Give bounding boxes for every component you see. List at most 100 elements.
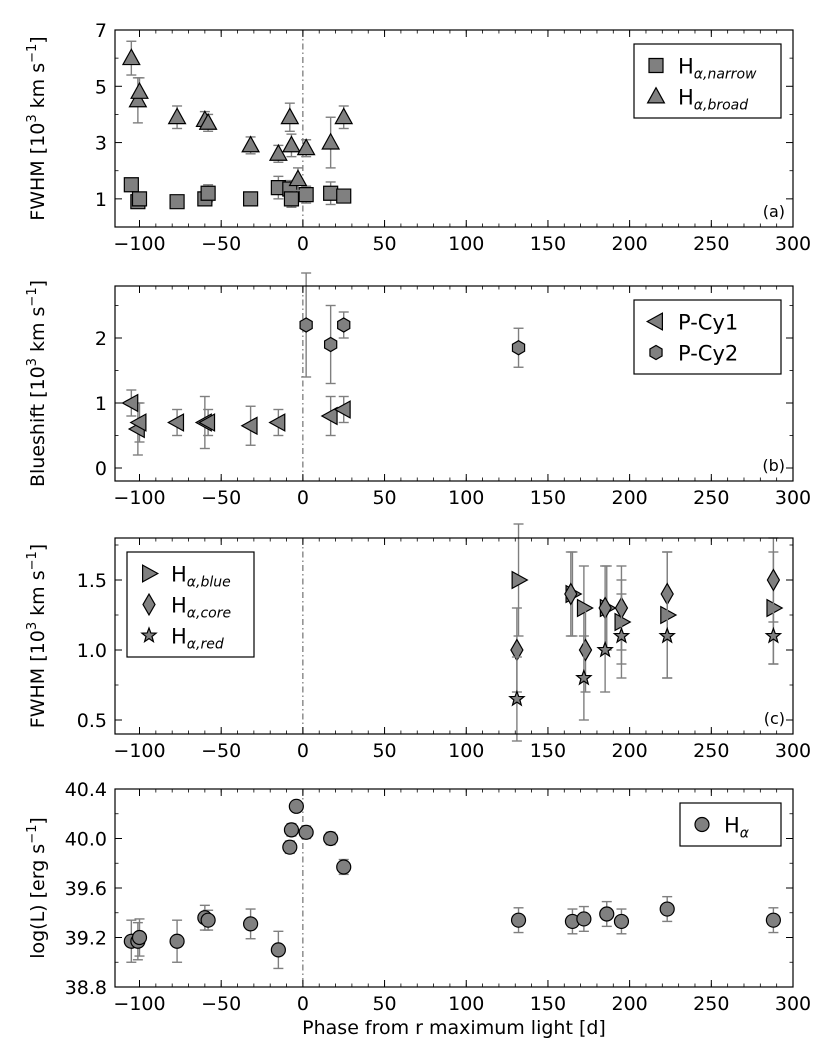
legend-label: P-Cy2 [678, 342, 738, 366]
x-tick-label: 50 [372, 233, 396, 255]
data-point [280, 107, 300, 125]
legend-marker [649, 344, 663, 361]
y-tick-label: 2 [95, 328, 107, 350]
panel-tag: (b) [762, 456, 785, 475]
legend-label-sub: α,blue [187, 575, 231, 591]
data-point [131, 191, 148, 207]
panel-3: −100 −50 0 50 100 150 200 250 300 0.5 1.0 1.5 FWHM [… [25, 523, 811, 762]
data-point [511, 340, 526, 356]
x-tick-label: 50 [372, 740, 396, 762]
y-tick-label: 40.4 [65, 779, 107, 801]
data-point [599, 906, 615, 922]
legend-label: Hα,narrow [678, 55, 757, 83]
x-tick-label: 200 [611, 487, 647, 509]
data-point [766, 568, 781, 592]
series-star [508, 593, 783, 742]
data-point [575, 668, 593, 686]
x-tick-label: 200 [611, 993, 647, 1015]
series-triangle-right [511, 523, 784, 679]
x-tick-label: 150 [530, 487, 566, 509]
x-axis-label: Phase from r maximum light [d] [302, 1017, 606, 1039]
y-tick-label: 7 [95, 20, 107, 42]
data-point [578, 638, 593, 662]
data-point [268, 143, 288, 161]
data-point [323, 185, 339, 201]
data-point [270, 942, 286, 958]
y-axis-label: FWHM [103 km s−1] [25, 36, 49, 220]
legend-label: P-Cy1 [678, 311, 738, 335]
x-tick-label: −100 [113, 487, 165, 509]
x-tick-label: 200 [611, 233, 647, 255]
legend-label-main: H [724, 814, 740, 838]
y-axis-label-mid: km s [27, 570, 49, 622]
series-triangle [121, 40, 354, 192]
data-point [167, 107, 187, 125]
x-tick-label: −100 [113, 233, 165, 255]
y-axis-label-mid: km s [27, 307, 49, 359]
data-point [241, 135, 261, 153]
data-point [612, 626, 631, 644]
y-tick-label: 1 [95, 393, 107, 415]
data-point [508, 689, 526, 707]
legend-label-sub: α,narrow [694, 67, 757, 83]
x-tick-label: 100 [448, 233, 484, 255]
series-diamond [510, 537, 781, 693]
data-point [283, 822, 300, 838]
data-point [243, 191, 259, 207]
data-point [658, 626, 676, 644]
x-tick-label: 150 [530, 740, 566, 762]
y-axis-label-exp: −1 [25, 825, 40, 844]
plot-frame [114, 285, 794, 482]
y-axis-label-exp: 3 [25, 114, 40, 122]
data-point [169, 933, 185, 949]
legend-label-sub: α [740, 826, 750, 842]
legend-marker [648, 57, 664, 74]
y-tick-label: 0 [95, 458, 107, 480]
data-point [336, 188, 352, 204]
x-tick-label: 100 [448, 487, 484, 509]
data-point [510, 912, 527, 928]
data-point [333, 400, 351, 419]
x-tick-label: −100 [113, 993, 165, 1015]
y-axis-label-main: FWHM [10 [27, 123, 49, 221]
series-hexagon [299, 272, 526, 385]
data-point [336, 859, 352, 875]
y-axis-label-end: ] [27, 544, 49, 551]
data-point [129, 413, 147, 432]
data-point [131, 929, 148, 946]
series-square [123, 175, 352, 210]
data-point [596, 640, 614, 658]
x-tick-label: 250 [693, 233, 729, 255]
data-point [321, 132, 341, 150]
y-axis-label: FWHM [103 km s−1] [25, 544, 49, 728]
legend-marker [140, 626, 158, 643]
x-tick-label: 200 [611, 740, 647, 762]
panel-tag: (c) [764, 709, 785, 728]
x-tick-label: 250 [693, 740, 729, 762]
x-tick-label: −50 [201, 740, 241, 762]
y-axis-label-exp2: −1 [25, 551, 40, 570]
y-tick-label: 5 [95, 76, 107, 98]
data-point [130, 81, 149, 99]
x-tick-label: −50 [201, 993, 241, 1015]
legend-label: Hα [724, 814, 750, 842]
series-circle [123, 798, 781, 970]
data-point [198, 112, 218, 130]
legend-label-main: H [678, 55, 694, 79]
legend-label: Hα,red [171, 625, 224, 653]
x-tick-label: −50 [201, 233, 241, 255]
data-point [320, 406, 338, 426]
data-point [121, 48, 141, 66]
legend-box [633, 43, 782, 119]
data-point [123, 177, 139, 193]
y-tick-label: 0.5 [77, 710, 107, 732]
data-point [296, 138, 316, 156]
data-point [288, 798, 304, 814]
x-tick-label: 150 [530, 233, 566, 255]
y-tick-label: 1.0 [77, 640, 107, 662]
y-axis-label-exp: 3 [25, 358, 40, 366]
data-point [283, 191, 300, 207]
